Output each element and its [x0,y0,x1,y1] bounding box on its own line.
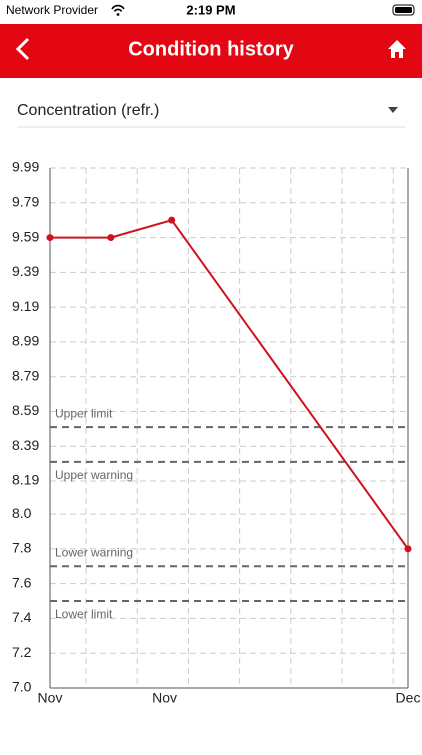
battery-level [395,7,412,13]
page-title: Condition history [128,38,294,60]
back-button[interactable] [15,37,30,61]
y-tick-label: 9.59 [12,228,39,244]
clock: 2:19 PM [186,2,235,17]
y-tick-label: 7.8 [12,540,32,556]
plot: 9.99 9.79 9.59 9.39 9.19 8.99 8.79 8.59 8.39 8.19… [12,159,420,706]
series-line [50,219,409,550]
y-tick-label: 7.0 [12,679,32,695]
y-tick-label: 9.39 [12,263,39,279]
selector-label[interactable]: Concentration (refr.) [17,102,159,119]
y-tick-label: 8.99 [12,333,39,349]
limit-label: Lower warning [55,545,133,559]
y-tick-label: 8.19 [12,472,39,488]
data-point [168,216,176,224]
x-tick-label: Dec [396,690,421,706]
y-tick-label: 9.19 [12,298,39,314]
limit-label: Upper limit [55,406,113,420]
limit-label: Upper warning [55,468,133,482]
limit-label: Lower limit [55,607,113,621]
y-tick-label: 8.39 [12,437,39,453]
wifi-icon [111,4,125,12]
y-tick-label: 9.79 [12,193,39,209]
y-tick-label: 7.2 [12,644,32,660]
app-bar [0,24,422,78]
status-bar [0,0,422,24]
data-point [107,234,115,242]
y-tick-label: 8.0 [12,505,32,521]
dropdown-arrow[interactable] [388,107,398,113]
data-point [404,545,412,553]
y-tick-label: 9.99 [12,159,39,175]
battery [392,4,415,16]
data-point [46,234,54,242]
y-tick-label: 8.59 [12,402,39,418]
y-tick-label: 8.79 [12,367,39,383]
wifi-dot [116,13,120,16]
x-tick-label: Nov [38,690,63,706]
carrier: Network Provider [6,3,98,17]
x-tick-label: Nov [152,690,177,706]
y-tick-label: 7.6 [12,574,32,590]
y-tick-label: 7.4 [12,609,32,625]
home-button[interactable] [388,40,406,58]
